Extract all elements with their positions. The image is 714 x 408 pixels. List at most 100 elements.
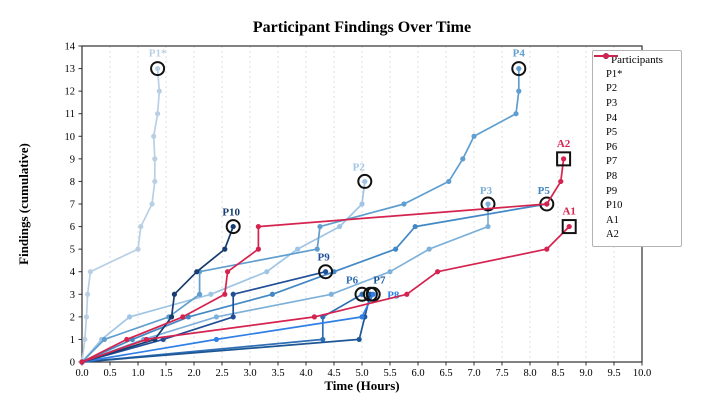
series-point-P3 (213, 314, 219, 320)
series-point-P1 (87, 269, 93, 275)
legend-item-P6: P6 (593, 53, 681, 155)
end-marker-circle (150, 61, 166, 77)
end-marker-circle (225, 219, 241, 235)
series-point-P4 (101, 336, 107, 343)
series-point-P1 (151, 133, 157, 139)
legend-label: P4 (606, 112, 618, 124)
series-point-P1 (83, 314, 90, 320)
series-point-P2 (359, 201, 365, 207)
series-line-P8 (81, 293, 374, 363)
series-point-P5 (412, 223, 418, 230)
x-tick-label: 2.0 (187, 368, 200, 379)
series-point-P9 (230, 314, 236, 320)
series-point-A2 (544, 201, 550, 207)
legend-item-P10: P10 (593, 53, 681, 213)
series-point-A2 (558, 178, 564, 185)
series-point-A1 (544, 246, 550, 252)
series-point-P9 (230, 291, 236, 297)
y-tick-label: 4 (70, 267, 76, 278)
series-point-P4 (314, 246, 320, 252)
series-label-P1: P1* (149, 48, 167, 60)
y-tick-label: 9 (70, 154, 75, 165)
series-line-P6 (81, 293, 363, 363)
series-point-P10 (171, 291, 177, 297)
x-tick-label: 5.0 (355, 368, 368, 379)
x-tick-label: 3.5 (271, 368, 284, 379)
series-label-P5: P5 (538, 185, 551, 197)
series-point-A2 (79, 359, 85, 365)
end-marker-square (561, 219, 577, 235)
x-tick-label: 6.0 (411, 368, 424, 379)
legend-title: Participants (611, 54, 663, 66)
series-point-P4 (516, 88, 522, 94)
legend-label: P10 (606, 200, 623, 212)
series-label-P2: P2 (353, 161, 366, 173)
series-point-P1 (152, 178, 158, 185)
series-label-P3: P3 (480, 185, 493, 197)
series-point-P1 (156, 88, 162, 94)
series-point-P3 (426, 246, 432, 252)
series-point-P8 (213, 336, 219, 343)
series-point-P4 (317, 223, 323, 230)
x-tick-label: 10.0 (633, 368, 651, 379)
x-tick-label: 1.0 (131, 368, 144, 379)
series-point-P5 (185, 314, 191, 320)
legend-item-P1: P1* (593, 53, 681, 82)
series-line-P5 (81, 203, 547, 363)
series-point-P1 (135, 246, 141, 252)
x-tick-label: 9.5 (607, 368, 620, 379)
x-tick-label: 2.5 (215, 368, 228, 379)
series-point-P4 (446, 178, 452, 185)
end-marker-circle (357, 173, 373, 189)
series-label-A1: A1 (562, 206, 575, 218)
series-point-P1 (85, 291, 91, 297)
x-tick-label: 7.0 (467, 368, 480, 379)
x-tick-label: 6.5 (439, 368, 452, 379)
series-point-P10 (230, 223, 236, 230)
x-tick-label: 8.5 (551, 368, 564, 379)
legend-label: P1* (606, 68, 623, 80)
series-point-P2 (337, 223, 343, 230)
legend-item-A2: A2 (593, 53, 681, 243)
legend-item-P9: P9 (593, 53, 681, 199)
series-point-P10 (222, 246, 228, 252)
series-point-P1 (155, 111, 161, 117)
series-point-P4 (197, 291, 203, 297)
series-point-P6 (320, 336, 326, 343)
series-point-P5 (393, 246, 399, 252)
series-point-P4 (471, 133, 477, 139)
legend-item-A1: A1 (593, 53, 681, 228)
series-point-P4 (513, 111, 519, 117)
end-marker-circle (511, 61, 527, 77)
series-point-P10 (194, 269, 200, 275)
legend-label: P5 (606, 127, 618, 139)
series-point-P8 (359, 314, 365, 320)
series-label-P10: P10 (222, 207, 240, 219)
series-point-P4 (516, 65, 522, 72)
y-tick-label: 1 (70, 335, 75, 346)
end-marker-circle (365, 286, 381, 302)
legend-label: P6 (606, 141, 618, 153)
series-point-A1 (311, 314, 317, 320)
x-tick-label: 0.0 (75, 368, 88, 379)
series-point-P10 (169, 314, 175, 320)
x-tick-label: 3.0 (243, 368, 256, 379)
series-point-P2 (127, 314, 133, 320)
x-tick-label: 0.5 (103, 368, 116, 379)
legend-label: P3 (606, 97, 618, 109)
x-tick-label: 4.0 (299, 368, 312, 379)
series-point-P2 (295, 246, 301, 252)
series-point-P4 (460, 156, 466, 162)
series-point-A2 (255, 223, 261, 230)
series-point-P9 (323, 269, 329, 275)
legend-label: P8 (606, 170, 618, 182)
series-line-A2 (81, 158, 565, 363)
series-label-P9: P9 (317, 252, 330, 264)
y-axis-label: Findings (cumulative) (16, 143, 31, 265)
legend-label: P7 (606, 156, 618, 168)
series-point-P2 (362, 178, 368, 185)
x-tick-label: 8.0 (523, 368, 536, 379)
legend-items: P1* P2 P3 P4 P5 P6 P7 P8 P9 P10 A1 A2 (593, 53, 681, 243)
legend-swatch-icon (594, 53, 618, 59)
